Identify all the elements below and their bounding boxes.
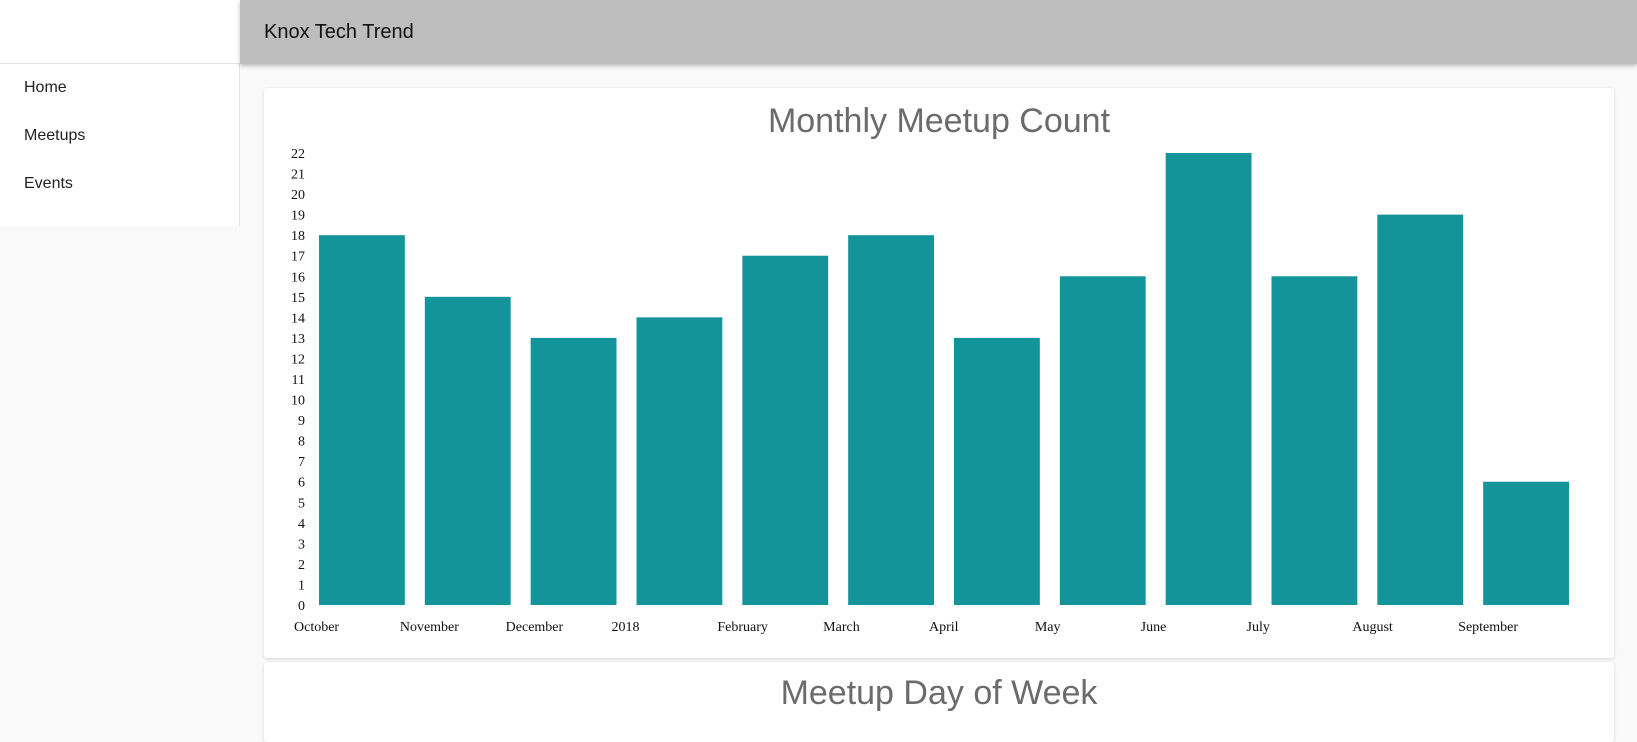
y-tick-label: 3 [298, 537, 305, 552]
bar-september [1483, 481, 1569, 605]
y-tick-label: 7 [298, 455, 305, 470]
x-tick-label: 2018 [612, 620, 640, 635]
y-tick-label: 14 [291, 311, 305, 326]
y-tick-label: 18 [291, 229, 305, 244]
x-tick-label: July [1247, 620, 1270, 635]
bar-august [1377, 214, 1464, 605]
bar-october [319, 235, 405, 605]
bar-february [742, 255, 829, 605]
day-of-week-card: Meetup Day of Week [264, 662, 1614, 742]
sidebar-item-events[interactable]: Events [24, 175, 73, 192]
y-tick-label: 10 [291, 394, 305, 409]
x-tick-label: October [294, 620, 339, 635]
chart-title-day-of-week: Meetup Day of Week [780, 674, 1098, 712]
y-tick-label: 20 [291, 188, 305, 203]
x-tick-label: March [823, 620, 860, 635]
y-tick-label: 13 [291, 332, 305, 347]
bar-december [530, 337, 617, 605]
x-tick-label: December [506, 620, 564, 635]
sidebar-item-meetups[interactable]: Meetups [24, 127, 86, 144]
y-tick-label: 19 [291, 209, 305, 224]
app-title: Knox Tech Trend [264, 21, 414, 43]
y-tick-label: 4 [298, 517, 305, 532]
chart-title: Monthly Meetup Count [767, 102, 1111, 140]
brand-area [0, 0, 240, 64]
x-tick-label: September [1458, 620, 1518, 635]
monthly-meetup-card: Monthly Meetup Count 0 1 2 3 4 5 6 7 8 9 10 11 12 13 1… [264, 88, 1614, 658]
monthly-meetup-chart: 012345678910111213141516171819202122Octo… [291, 147, 1569, 635]
bar-november [424, 296, 511, 605]
y-tick-label: 2 [298, 558, 305, 573]
bar-april [954, 337, 1040, 605]
y-tick-label: 11 [292, 373, 305, 388]
sidebar-item-home[interactable]: Home [24, 79, 67, 96]
bar-may [1059, 276, 1146, 605]
y-tick-label: 17 [291, 250, 305, 265]
bar-july [1271, 276, 1358, 605]
y-tick-label: 21 [291, 168, 305, 183]
x-tick-label: May [1035, 620, 1061, 635]
x-tick-label: June [1141, 620, 1167, 635]
x-tick-label: April [929, 620, 959, 635]
y-tick-label: 8 [298, 435, 305, 450]
y-tick-label: 12 [291, 352, 305, 367]
top-app-bar: Knox Tech Trend [240, 0, 1637, 64]
y-tick-label: 15 [291, 291, 305, 306]
y-tick-label: 6 [298, 476, 305, 491]
y-tick-label: 16 [291, 270, 305, 285]
bar-march [848, 235, 934, 605]
sidebar: Home Meetups Events [0, 64, 240, 226]
bar-june [1165, 153, 1252, 605]
x-tick-label: February [717, 620, 768, 635]
y-tick-label: 22 [291, 147, 305, 162]
y-tick-label: 9 [298, 414, 305, 429]
x-tick-label: August [1352, 620, 1393, 635]
x-tick-label: November [400, 620, 459, 635]
y-tick-label: 0 [298, 599, 305, 614]
y-tick-label: 1 [298, 578, 305, 593]
y-tick-label: 5 [298, 496, 305, 511]
bar-2018 [636, 317, 723, 605]
